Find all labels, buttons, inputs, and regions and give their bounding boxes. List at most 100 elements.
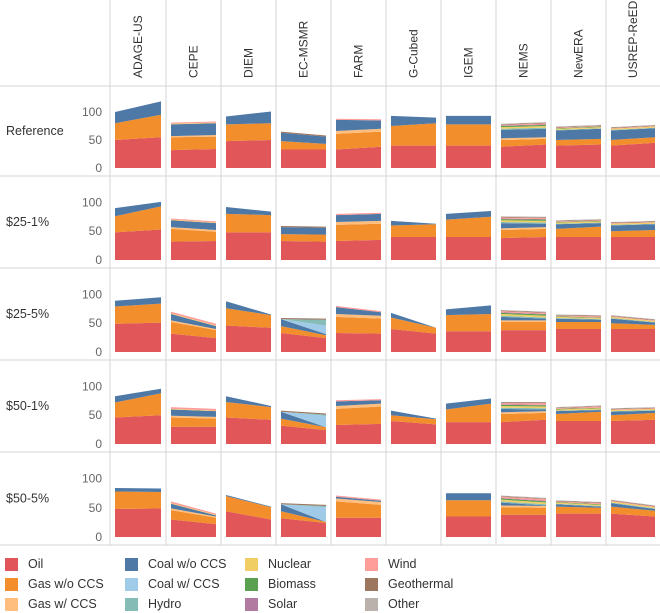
area-ec-msmr-reference-oil [281,149,326,168]
area-ec-msmr-50-1pct-gas-w-o-ccs [281,418,326,431]
area-newera-50-5pct-wind [556,501,601,505]
area-farm-reference-gas-w-ccs [336,128,381,134]
y-tick-label: 50 [89,224,103,238]
area-farm-25-1pct-gas-w-o-ccs [336,223,381,241]
area-adage-us-25-5pct-coal-w-o-ccs [115,297,161,307]
area-cepe-25-5pct-gas-w-o-ccs [171,322,216,339]
area-newera-50-5pct-nuclear [556,502,601,507]
area-g-cubed-reference-coal-w-o-ccs [391,115,436,126]
area-usrep-reeds-25-5pct-geothermal [611,315,655,321]
y-tick-label: 50 [89,408,103,422]
area-newera-25-5pct-hydro [556,318,601,320]
area-diem-50-5pct-gas-w-o-ccs [226,496,271,520]
legend-swatch [365,557,378,571]
area-nems-50-1pct-other [501,401,546,403]
area-cepe-50-1pct-nuclear [171,408,216,412]
area-usrep-reeds-25-1pct-nuclear [611,222,655,225]
area-nems-50-5pct-biomass [501,498,546,503]
area-usrep-reeds-50-5pct-gas-w-o-ccs [611,506,655,517]
area-nems-50-5pct-geothermal [501,496,546,500]
area-usrep-reeds-50-5pct-geothermal [611,500,655,507]
area-adage-us-25-5pct-gas-w-o-ccs [115,303,161,324]
area-nems-50-1pct-hydro [501,407,546,410]
area-adage-us-reference-coal-w-o-ccs [115,101,161,124]
area-nems-25-5pct-other [501,309,546,313]
area-farm-25-5pct-coal-w-o-ccs [336,307,381,316]
column-header-ec-msmr: EC-MSMR [297,20,311,78]
area-diem-reference-coal-w-o-ccs [226,111,271,125]
legend-item-coal-w-ccs: Coal w/ CCS [125,575,220,593]
legend-label: Coal w/ CCS [148,577,220,591]
area-diem-25-5pct-gas-w-o-ccs [226,308,271,328]
area-nems-reference-coal-w-o-ccs [501,128,546,139]
area-newera-reference-oil [556,144,601,168]
area-cepe-50-1pct-gas-w-ccs [171,415,216,419]
area-newera-25-5pct-wind [556,315,601,318]
area-farm-25-5pct-oil [336,332,381,352]
area-farm-50-1pct-gas-w-o-ccs [336,406,381,425]
area-newera-reference-other [556,124,601,128]
legend: Oil Coal w/o CCS Nuclear Wind Gas w/o CCS Coa… [0,553,660,613]
area-newera-50-5pct-gas-w-o-ccs [556,506,601,514]
area-nems-25-5pct-gas-w-ccs [501,320,546,323]
area-nems-reference-wind [501,123,546,126]
area-nems-reference-solar [501,124,546,126]
legend-label: Nuclear [268,557,312,571]
legend-label: Other [388,597,420,611]
area-igem-25-5pct-gas-w-o-ccs [446,313,491,332]
area-g-cubed-50-1pct-coal-w-o-ccs [391,410,436,420]
legend-label: Gas w/ CCS [28,597,97,611]
area-cepe-25-1pct-coal-w-o-ccs [171,220,216,231]
area-usrep-reeds-25-5pct-coal-w-o-ccs [611,318,655,325]
area-adage-us-25-5pct-oil [115,322,161,352]
area-nems-50-1pct-coal-w-o-ccs [501,408,546,413]
area-usrep-reeds-reference-nuclear [611,126,655,130]
area-cepe-reference-wind [171,121,216,124]
area-newera-25-5pct-gas-w-o-ccs [556,322,601,329]
area-usrep-reeds-50-5pct-other [611,499,655,507]
area-igem-50-1pct-oil [446,422,491,444]
area-igem-reference-coal-w-o-ccs [446,115,491,125]
area-cepe-50-1pct-gas-w-o-ccs [171,417,216,427]
area-nems-50-5pct-coal-w-o-ccs [501,502,546,507]
area-newera-50-5pct-biomass [556,501,601,505]
area-cepe-50-1pct-oil [171,426,216,444]
area-usrep-reeds-25-1pct-gas-w-o-ccs [611,230,655,237]
y-tick-label: 100 [82,287,102,301]
area-adage-us-50-5pct-gas-w-o-ccs [115,491,161,509]
area-usrep-reeds-50-5pct-wind [611,500,655,508]
area-usrep-reeds-25-5pct-wind [611,316,655,321]
legend-label: Geothermal [388,577,454,591]
area-newera-25-1pct-coal-w-o-ccs [556,223,601,229]
area-ec-msmr-50-1pct-oil [281,425,326,444]
y-tick-label: 50 [89,133,103,147]
area-farm-50-5pct-wind [336,495,381,501]
area-nems-50-1pct-wind [501,403,546,405]
area-usrep-reeds-25-1pct-hydro [611,223,655,226]
area-newera-25-5pct-geothermal [556,315,601,317]
area-ec-msmr-reference-coal-w-o-ccs [281,132,326,144]
area-usrep-reeds-25-1pct-wind [611,221,655,224]
area-cepe-50-5pct-gas-w-o-ccs [171,510,216,525]
area-cepe-25-1pct-nuclear [171,219,216,224]
area-nems-reference-gas-w-o-ccs [501,138,546,147]
area-usrep-reeds-reference-oil [611,142,655,168]
area-farm-50-5pct-coal-w-o-ccs [336,496,381,502]
area-cepe-reference-oil [171,148,216,168]
area-usrep-reeds-50-1pct-wind [611,408,655,411]
legend-label: Hydro [148,597,182,611]
area-newera-25-1pct-other [556,219,601,221]
row-label-50-5pct: $50-5% [6,492,49,506]
area-newera-50-5pct-coal-w-o-ccs [556,504,601,508]
area-ec-msmr-reference-geothermal [281,131,326,137]
area-g-cubed-reference-gas-w-o-ccs [391,123,436,146]
area-g-cubed-25-5pct-gas-w-o-ccs [391,317,436,334]
column-header-cepe: CEPE [187,45,201,78]
legend-swatch [365,577,378,591]
area-usrep-reeds-50-1pct-oil [611,419,655,444]
area-nems-reference-geothermal [501,122,546,125]
area-nems-50-5pct-hydro [501,501,546,506]
area-farm-25-1pct-gas-w-ccs [336,220,381,225]
area-ec-msmr-25-1pct-geothermal [281,226,326,228]
area-adage-us-25-1pct-gas-w-o-ccs [115,206,161,233]
